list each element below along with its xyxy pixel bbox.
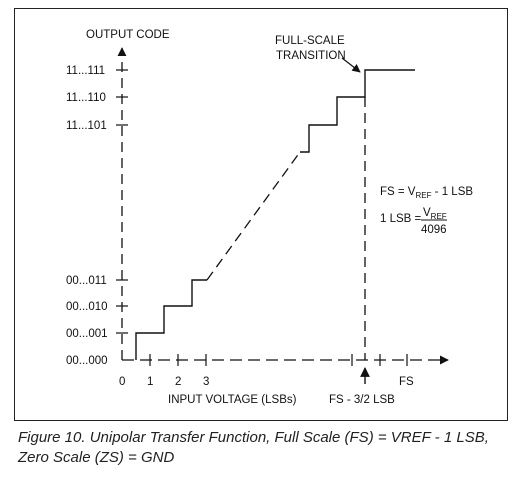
x-tick-label: 3: [203, 376, 209, 388]
callout-label: FULL-SCALE: [275, 35, 345, 47]
y-code-label: 11...101: [66, 120, 107, 132]
fs-equation: FS = VREF - 1 LSB: [380, 186, 473, 200]
y-axis-title: OUTPUT CODE: [86, 29, 170, 41]
transfer-dashed-segment: [206, 151, 301, 281]
lsb-equation-lhs: 1 LSB =: [380, 213, 422, 225]
callout-arrow: [341, 57, 361, 73]
staircase-lower: [135, 279, 207, 360]
y-code-label: 00...000: [66, 355, 108, 367]
y-code-label: 11...111: [66, 65, 105, 77]
y-ticks: [116, 69, 128, 334]
x-axis-title: INPUT VOLTAGE (LSBs): [168, 394, 297, 406]
x-ticks: [149, 354, 408, 366]
callout-label: TRANSITION: [276, 50, 346, 62]
lsb-equation-numerator: VREF: [423, 207, 447, 221]
fs-tick-label: FS: [399, 376, 414, 388]
figure-frame: [14, 8, 508, 421]
y-code-label: 00...001: [66, 328, 108, 340]
fs-marker-label: FS - 3/2 LSB: [329, 394, 395, 406]
x-tick-label: 2: [175, 376, 181, 388]
x-tick-label: 1: [147, 376, 153, 388]
y-code-label: 00...010: [66, 301, 108, 313]
x-tick-label: 0: [119, 376, 125, 388]
y-code-label: 00...011: [66, 275, 107, 287]
lsb-equation-denominator: 4096: [421, 224, 447, 236]
y-code-label: 11...110: [66, 92, 106, 104]
figure-caption: Figure 10. Unipolar Transfer Function, F…: [18, 429, 489, 466]
staircase-upper: [300, 69, 415, 153]
